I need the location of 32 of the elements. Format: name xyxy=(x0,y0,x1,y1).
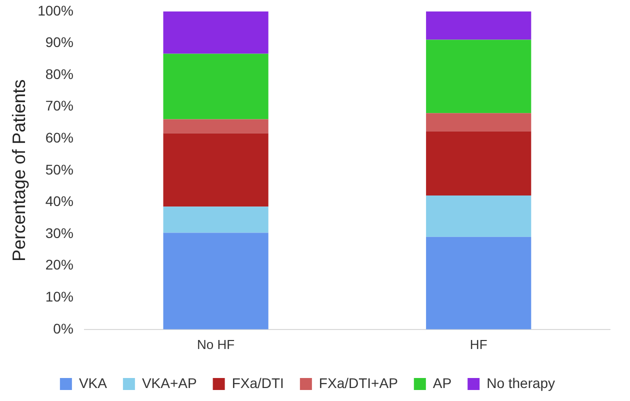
legend-label: VKA xyxy=(78,374,108,391)
bar xyxy=(163,11,268,54)
x-tick-label: HF xyxy=(470,336,488,352)
y-tick-label: 80% xyxy=(45,66,74,82)
bar xyxy=(426,11,532,40)
bar xyxy=(163,206,268,233)
bar xyxy=(426,236,532,330)
y-tick-label: 70% xyxy=(45,98,74,114)
bar xyxy=(426,113,532,132)
legend-label: FXa/DTI+AP xyxy=(318,374,398,391)
legend-label: AP xyxy=(432,374,452,391)
bar xyxy=(426,196,532,237)
bar xyxy=(163,119,268,134)
y-tick-label: 20% xyxy=(45,256,74,273)
y-tick-label: 90% xyxy=(45,34,74,50)
bar xyxy=(163,232,268,330)
bar xyxy=(163,54,268,120)
y-tick-label: 30% xyxy=(45,224,74,241)
y-tick-label: 100% xyxy=(38,2,74,18)
bar xyxy=(163,133,268,207)
legend-label: FXa/DTI xyxy=(232,374,284,391)
bar xyxy=(426,40,532,114)
x-tick-label: No HF xyxy=(197,336,235,352)
legend-label: No therapy xyxy=(486,374,556,391)
legend-label: VKA+AP xyxy=(142,374,197,391)
y-tick-label: 40% xyxy=(45,193,74,210)
y-tick-label: 60% xyxy=(45,129,74,146)
y-tick-label: 50% xyxy=(45,161,74,178)
y-axis-title: Percentage of Patients xyxy=(8,79,29,262)
y-tick-label: 0% xyxy=(53,320,74,336)
y-tick-label: 10% xyxy=(45,288,74,304)
bar xyxy=(426,131,532,196)
